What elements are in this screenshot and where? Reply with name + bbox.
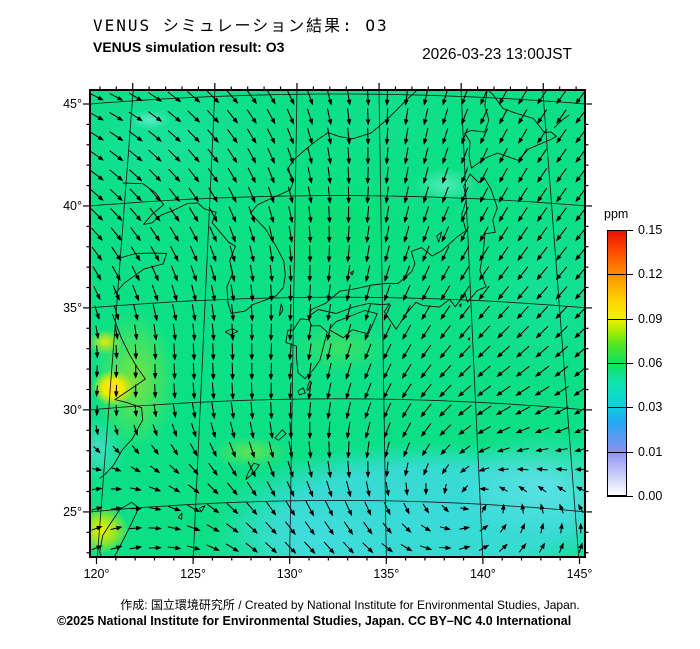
coastline-tsushima bbox=[278, 303, 284, 317]
coastline-taiwan bbox=[99, 501, 140, 557]
coastline-ishigaki bbox=[177, 512, 183, 520]
graticule-grid bbox=[90, 90, 585, 557]
colorbar-tick-label-0.00: 0.00 bbox=[638, 489, 663, 503]
coastline-hachijo bbox=[467, 337, 471, 341]
colorbar-tick-mark bbox=[607, 274, 633, 276]
lat-tick-label-35: 35° bbox=[63, 300, 82, 315]
lon-tick-label-145: 145° bbox=[566, 567, 593, 581]
page-title-english: VENUS simulation result: O3 bbox=[93, 39, 285, 55]
coastline-kyushu bbox=[285, 318, 328, 380]
colorbar-tick-label-0.06: 0.06 bbox=[638, 356, 663, 370]
axis-ticks bbox=[83, 83, 592, 564]
license-line: ©2025 National Institute for Environment… bbox=[57, 614, 572, 628]
coastline-amami bbox=[274, 429, 287, 441]
colorbar-tick-label-0.09: 0.09 bbox=[638, 311, 663, 326]
coastline-izu_oshima bbox=[459, 303, 462, 308]
coastline-miyako bbox=[198, 505, 206, 513]
lon-tick-label-135: 135° bbox=[373, 567, 400, 581]
coastline-sakhalin_e bbox=[493, 50, 515, 68]
colorbar-tick-label-0.15: 0.15 bbox=[638, 223, 663, 237]
colorbar-tick-mark bbox=[607, 407, 633, 409]
colorbar-unit-label: ppm bbox=[604, 207, 629, 221]
lat-tick-label-40: 40° bbox=[63, 198, 82, 213]
coastline-yakushima bbox=[297, 387, 306, 396]
lon-tick-label-140: 140° bbox=[469, 567, 496, 581]
lon-tick-label-130: 130° bbox=[276, 567, 303, 581]
coastline-china_shandong bbox=[113, 252, 168, 295]
page-title-japanese: VENUS シミュレーション結果: O3 bbox=[93, 16, 389, 35]
coastline-china_liaodong bbox=[122, 182, 198, 225]
coastline-paths bbox=[99, 49, 570, 557]
o3-concentration-field bbox=[90, 90, 585, 557]
colorbar-tick-label-0.03: 0.03 bbox=[638, 400, 663, 415]
map-inner bbox=[90, 49, 585, 557]
colorbar-tick-mark bbox=[607, 363, 633, 364]
coastline-hokkaido bbox=[464, 90, 557, 169]
coastline-okinawa bbox=[245, 462, 260, 480]
colorbar-tick-label-0.12: 0.12 bbox=[638, 267, 663, 282]
coastline-shikoku bbox=[328, 310, 378, 339]
timestamp-label: 2026-03-23 13:00JST bbox=[422, 46, 572, 63]
coastline-kuril bbox=[553, 114, 570, 129]
colorbar-tick-mark bbox=[607, 318, 633, 320]
coastline-sakhalin_w bbox=[490, 49, 493, 80]
lat-tick-label-30: 30° bbox=[63, 402, 82, 417]
coastline-china_east bbox=[99, 314, 146, 479]
lat-tick-label-45: 45° bbox=[63, 96, 82, 111]
coastline-sado bbox=[436, 231, 443, 243]
lon-tick-label-120: 120° bbox=[83, 567, 110, 581]
coastline-korea_and_russia bbox=[197, 90, 418, 314]
lon-tick-label-125: 125° bbox=[180, 567, 207, 581]
wind-vector-arrows bbox=[90, 90, 585, 555]
coastline-honshu bbox=[309, 173, 498, 330]
colorbar-tick-mark bbox=[607, 451, 633, 453]
colorbar-tick-mark bbox=[607, 496, 633, 497]
coastline-oki bbox=[349, 270, 355, 276]
colorbar-tick-label-0.01: 0.01 bbox=[638, 444, 663, 459]
lat-tick-label-25: 25° bbox=[63, 504, 82, 519]
coastline-jeju bbox=[224, 328, 239, 336]
colorbar-tick-mark bbox=[607, 230, 633, 231]
plot-frame bbox=[89, 89, 586, 558]
credit-line: 作成: 国立環境研究所 / Created by National Instit… bbox=[120, 598, 580, 612]
